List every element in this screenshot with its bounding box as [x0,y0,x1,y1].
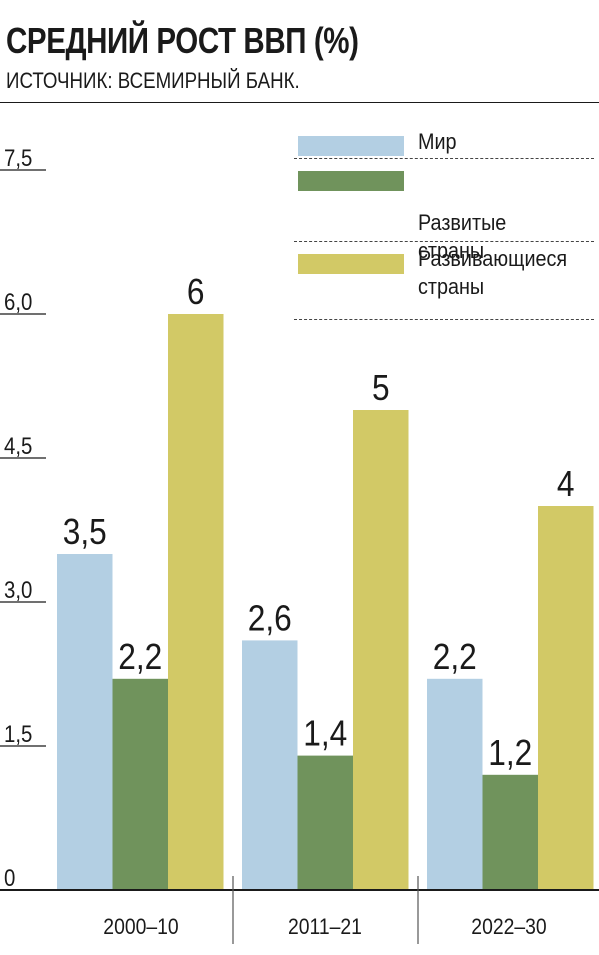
x-category-label: 2022–30 [471,915,546,939]
legend-label-developing-line2: страны [418,274,485,299]
x-category-label: 2011–21 [288,915,362,939]
bar [112,678,168,890]
legend-label-developing-line1: Развивающиеся [418,246,568,271]
legend-label-world: Мир [418,129,457,154]
legend-item-developing: Развивающиеся страны [294,242,594,320]
bar-value-label: 3,5 [63,512,107,552]
bar-value-label: 2,6 [248,599,292,639]
legend-label-developed-line2: страны [418,238,485,263]
chart-subtitle: ИСТОЧНИК: ВСЕМИРНЫЙ БАНК. [6,68,300,93]
legend-swatch-developed [298,171,404,191]
legend-swatch-world [298,136,404,156]
bar [297,755,353,890]
x-category-label: 2000–10 [103,915,178,939]
bar [482,774,538,890]
bar [538,506,594,890]
bar-value-label: 1,2 [488,733,532,773]
bar-value-label: 2,2 [433,637,477,677]
y-tick-label: 3,0 [4,576,32,603]
bar [168,314,224,890]
y-tick-label: 1,5 [4,720,32,747]
bar-value-label: 5 [372,368,390,408]
chart-title: СРЕДНИЙ РОСТ ВВП (%) [6,20,359,61]
legend-item-developed: Развитые страны [294,159,594,263]
bar [57,554,113,890]
legend-swatch-developing [298,254,404,274]
legend: Мир Развитые страны Развивающиеся страны [294,124,594,320]
y-tick-label: 6,0 [4,288,32,315]
header-divider [0,102,599,103]
bar-value-label: 2,2 [118,637,162,677]
y-tick-label: 7,5 [4,144,32,171]
y-tick-label: 0 [4,864,15,891]
legend-item-world: Мир [294,124,594,159]
bar [242,640,298,890]
y-tick-label: 4,5 [4,432,32,459]
bar [353,410,409,890]
bar-value-label: 1,4 [303,714,347,754]
legend-label-developed-line1: Развитые [418,210,507,235]
bar [427,678,483,890]
bar-value-label: 6 [187,272,205,312]
bar-value-label: 4 [557,464,575,504]
